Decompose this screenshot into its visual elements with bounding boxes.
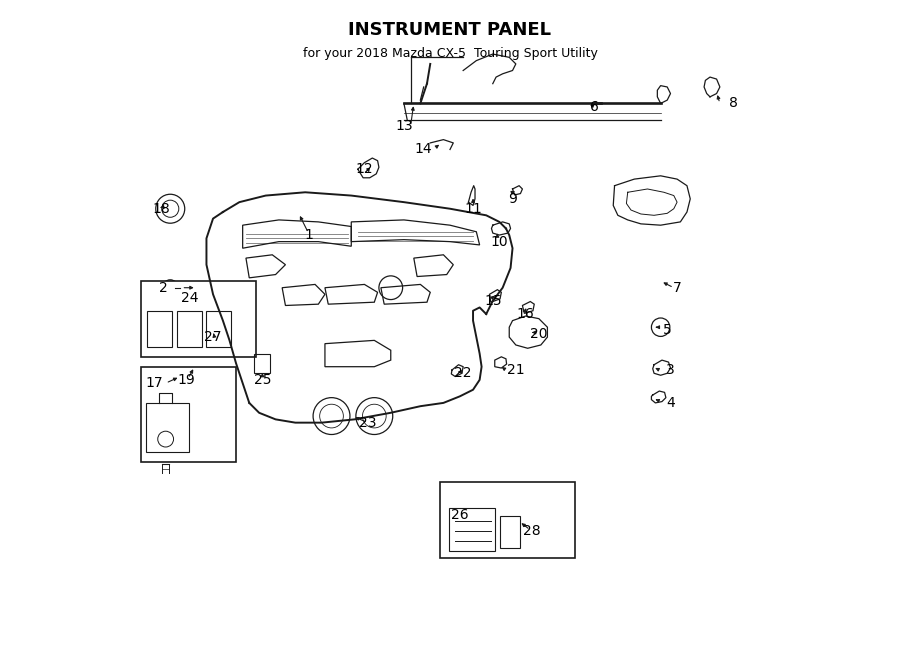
Text: 14: 14 bbox=[415, 143, 433, 157]
Text: 11: 11 bbox=[464, 202, 482, 215]
Text: 27: 27 bbox=[204, 330, 221, 344]
Text: 23: 23 bbox=[359, 416, 376, 430]
Text: 10: 10 bbox=[491, 235, 508, 249]
Text: 17: 17 bbox=[145, 376, 163, 390]
Text: 15: 15 bbox=[484, 294, 501, 308]
FancyBboxPatch shape bbox=[440, 482, 575, 558]
Text: 3: 3 bbox=[666, 363, 675, 377]
Text: 24: 24 bbox=[181, 291, 199, 305]
Text: 19: 19 bbox=[178, 373, 195, 387]
Text: INSTRUMENT PANEL: INSTRUMENT PANEL bbox=[348, 21, 552, 39]
Text: 6: 6 bbox=[590, 100, 599, 114]
Text: 2: 2 bbox=[159, 281, 168, 295]
Text: 1: 1 bbox=[304, 228, 313, 242]
Text: 25: 25 bbox=[254, 373, 271, 387]
Text: 21: 21 bbox=[507, 363, 525, 377]
FancyBboxPatch shape bbox=[140, 367, 236, 462]
Text: 20: 20 bbox=[530, 327, 547, 341]
Text: 8: 8 bbox=[729, 97, 737, 110]
Text: 4: 4 bbox=[666, 396, 675, 410]
Text: 9: 9 bbox=[508, 192, 517, 206]
Text: 16: 16 bbox=[517, 307, 535, 321]
FancyBboxPatch shape bbox=[140, 281, 256, 357]
Text: 18: 18 bbox=[153, 202, 171, 215]
Text: 28: 28 bbox=[524, 524, 541, 538]
Text: 12: 12 bbox=[356, 162, 373, 176]
Text: 22: 22 bbox=[454, 366, 472, 380]
Text: for your 2018 Mazda CX-5  Touring Sport Utility: for your 2018 Mazda CX-5 Touring Sport U… bbox=[302, 48, 598, 60]
Text: 26: 26 bbox=[451, 508, 469, 522]
Text: 7: 7 bbox=[672, 281, 681, 295]
Text: 5: 5 bbox=[662, 323, 671, 338]
Text: 13: 13 bbox=[395, 120, 413, 134]
